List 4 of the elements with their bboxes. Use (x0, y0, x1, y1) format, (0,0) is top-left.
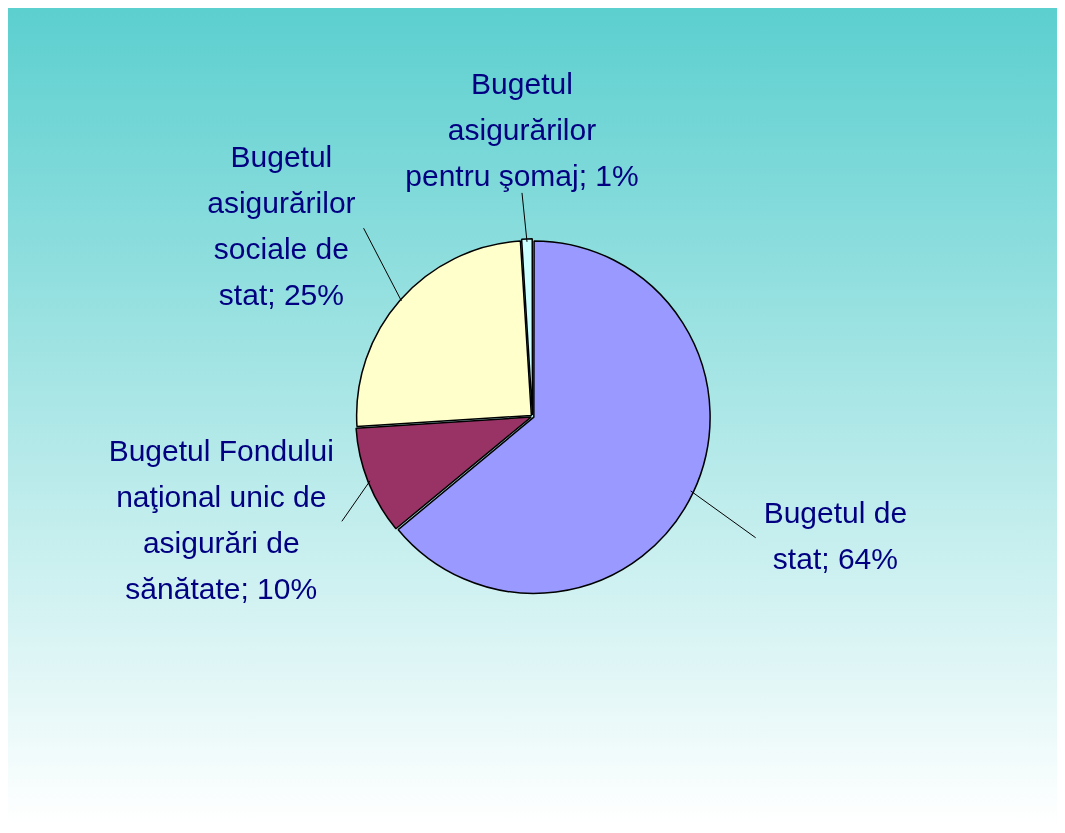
slice-label: Bugetul asigurărilor pentru şomaj; 1% (405, 67, 639, 193)
slice-label: Bugetul Fondului naţional unic de asigurări de sănătate; 10% (108, 433, 334, 605)
slice-label: Bugetul de stat; 64% (763, 496, 908, 576)
slice-label: Bugetul asigurărilor sociale de stat; 25% (207, 140, 356, 312)
